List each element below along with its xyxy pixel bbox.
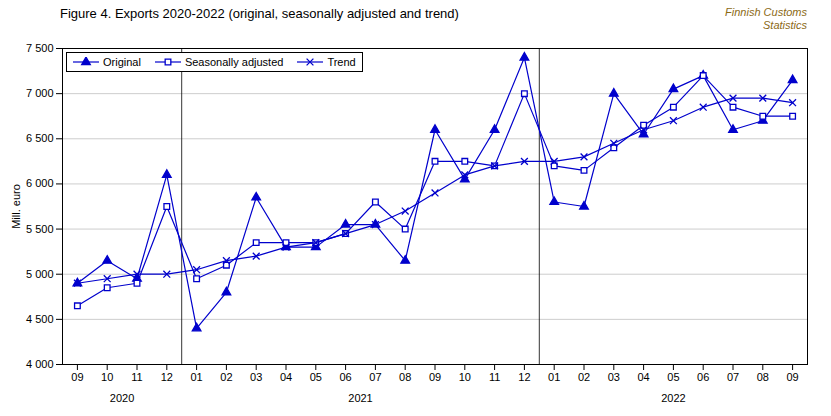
svg-text:11: 11 bbox=[489, 371, 500, 383]
svg-text:06: 06 bbox=[339, 371, 351, 383]
svg-text:05: 05 bbox=[310, 371, 322, 383]
svg-text:07: 07 bbox=[727, 371, 739, 383]
html-text:Trend: Trend bbox=[327, 56, 356, 68]
svg-text:5 000: 5 000 bbox=[26, 268, 54, 280]
svg-text:6 000: 6 000 bbox=[26, 177, 54, 189]
html-text:Seasonally adjusted: Seasonally adjusted bbox=[184, 56, 284, 68]
svg-text:08: 08 bbox=[399, 371, 411, 383]
svg-text:2022: 2022 bbox=[661, 392, 685, 404]
svg-text:01: 01 bbox=[190, 371, 202, 383]
svg-text:04: 04 bbox=[280, 371, 292, 383]
html-text:Statistics: Statistics bbox=[763, 19, 807, 32]
svg-text:09: 09 bbox=[71, 371, 83, 383]
svg-text:10: 10 bbox=[459, 371, 471, 383]
svg-text:12: 12 bbox=[518, 371, 530, 383]
svg-text:09: 09 bbox=[429, 371, 441, 383]
svg-text:4 500: 4 500 bbox=[26, 313, 54, 325]
svg-text:11: 11 bbox=[131, 371, 142, 383]
svg-text:04: 04 bbox=[637, 371, 649, 383]
svg-text:07: 07 bbox=[369, 371, 381, 383]
svg-text:09: 09 bbox=[786, 371, 798, 383]
svg-text:02: 02 bbox=[578, 371, 590, 383]
svg-text:08: 08 bbox=[757, 371, 769, 383]
svg-text:6 500: 6 500 bbox=[26, 132, 54, 144]
svg-text:02: 02 bbox=[220, 371, 232, 383]
svg-text:03: 03 bbox=[608, 371, 620, 383]
svg-text:03: 03 bbox=[250, 371, 262, 383]
html-text:Figure 4. Exports 2020-2022 (o: Figure 4. Exports 2020-2022 (original, s… bbox=[60, 6, 459, 21]
svg-text:2021: 2021 bbox=[348, 392, 372, 404]
svg-text:05: 05 bbox=[667, 371, 679, 383]
html-text:Original: Original bbox=[103, 56, 141, 68]
svg-text:Mill. euro: Mill. euro bbox=[10, 184, 22, 229]
svg-text:01: 01 bbox=[548, 371, 560, 383]
svg-text:7 000: 7 000 bbox=[26, 87, 54, 99]
svg-text:7 500: 7 500 bbox=[26, 42, 54, 54]
svg-text:10: 10 bbox=[101, 371, 113, 383]
svg-text:06: 06 bbox=[697, 371, 709, 383]
svg-text:4 000: 4 000 bbox=[26, 358, 54, 370]
svg-text:12: 12 bbox=[161, 371, 173, 383]
html-text:Finnish Customs: Finnish Customs bbox=[725, 6, 807, 18]
svg-text:2020: 2020 bbox=[110, 392, 134, 404]
svg-text:5 500: 5 500 bbox=[26, 223, 54, 235]
